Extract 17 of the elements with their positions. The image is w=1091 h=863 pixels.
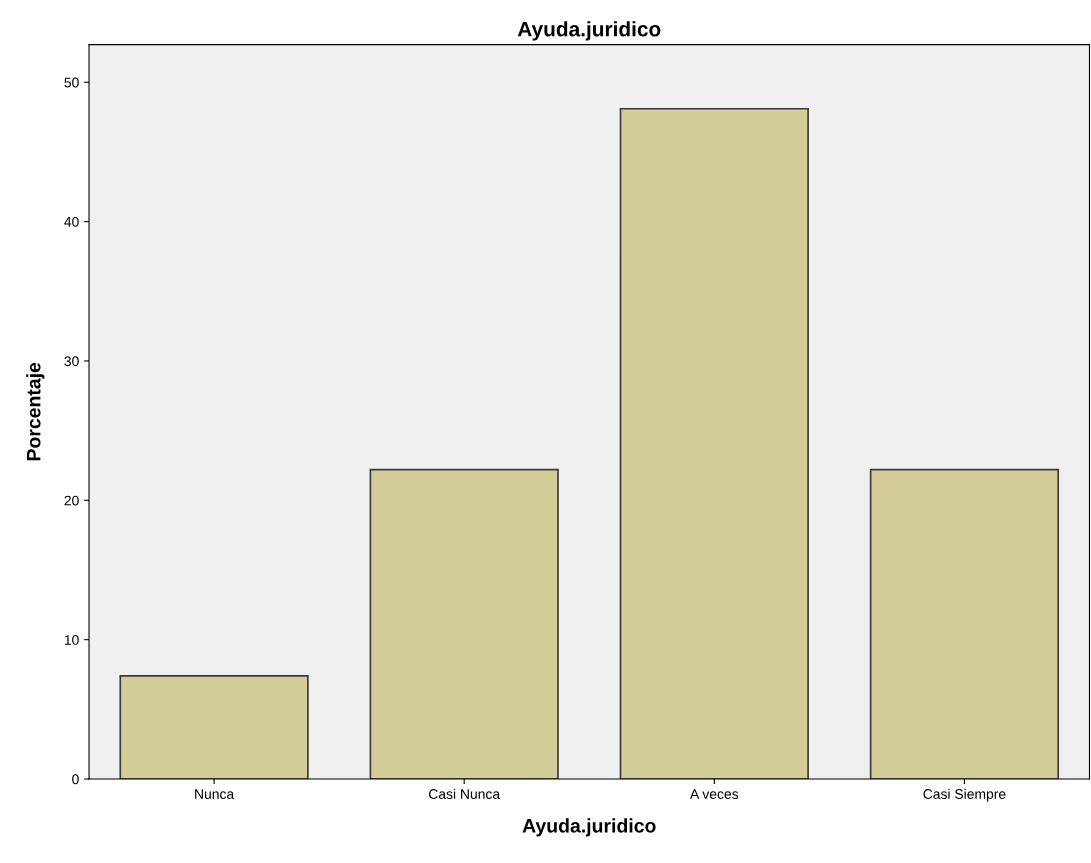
y-tick-label: 40 [64,216,79,227]
x-tick-label: Casi Nunca [429,788,501,799]
y-axis-title: Porcentaje [26,362,45,461]
bar [869,468,1060,780]
y-tick-label: 20 [64,495,79,506]
y-tick-label: 50 [64,77,79,88]
x-axis-title: Ayuda.juridico [522,818,656,837]
chart-title: Ayuda.juridico [517,21,661,41]
y-tick-label: 10 [64,635,79,645]
x-tick-label: A veces [690,789,739,799]
bar [619,107,809,780]
y-tick-label: 30 [64,356,79,367]
x-tick-label: Casi Siempre [923,788,1006,802]
y-tick-label: 0 [72,774,79,785]
bar [119,675,309,780]
bar [369,468,559,780]
x-tick-label: Nunca [195,789,235,799]
